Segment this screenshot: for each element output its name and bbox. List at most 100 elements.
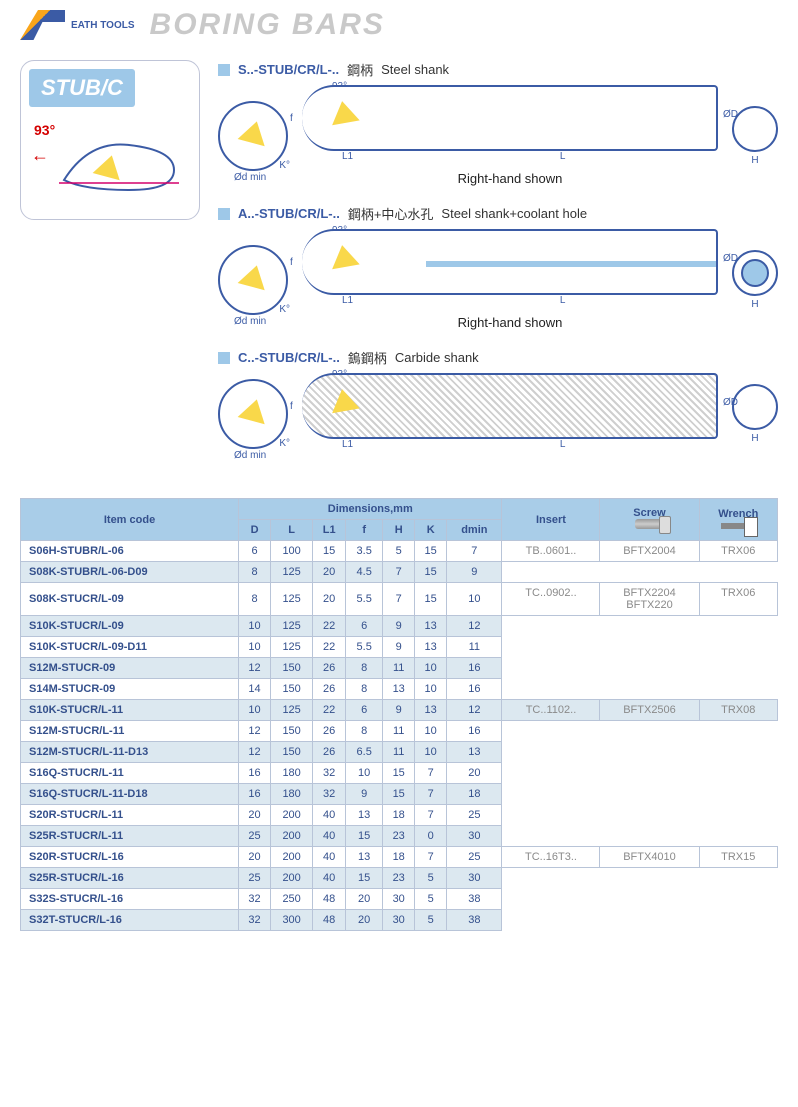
cell-dim: 8 bbox=[346, 679, 383, 700]
cell-dim: 10 bbox=[447, 583, 502, 616]
cell-item: S06H-STUBR/L-06 bbox=[21, 541, 239, 562]
cell-dim: 10 bbox=[415, 721, 447, 742]
cell-dim: 9 bbox=[447, 562, 502, 583]
cell-dim: 200 bbox=[271, 847, 313, 868]
cell-item: S20R-STUCR/L-16 bbox=[21, 847, 239, 868]
cell-dim: 8 bbox=[239, 583, 271, 616]
front-view-icon: Ød min K° bbox=[218, 379, 288, 449]
variant-name-zh: 鋼柄+中心水孔 bbox=[348, 204, 434, 223]
cell-dim: 20 bbox=[346, 910, 383, 931]
cell-dim: 13 bbox=[415, 637, 447, 658]
cell-dim: 18 bbox=[447, 784, 502, 805]
cell-dim: 25 bbox=[239, 868, 271, 889]
h-label: H bbox=[751, 433, 758, 444]
cell-dim: 5 bbox=[415, 868, 447, 889]
insert-triangle-icon bbox=[328, 387, 359, 414]
end-circle-icon bbox=[732, 106, 778, 152]
th-screw: Screw bbox=[600, 499, 699, 541]
cell-dim: 40 bbox=[313, 805, 346, 826]
cell-dim: 12 bbox=[239, 721, 271, 742]
table-row: S25R-STUCR/L-1125200401523030 bbox=[21, 826, 778, 847]
cell-dim: 150 bbox=[271, 658, 313, 679]
cell-dim: 26 bbox=[313, 721, 346, 742]
cell-item: S10K-STUCR/L-09 bbox=[21, 616, 239, 637]
th-f: f bbox=[346, 520, 383, 541]
cell-insert: TC..16T3.. bbox=[502, 847, 600, 868]
right-hand-note: Right-hand shown bbox=[302, 171, 718, 186]
variant-name-en: Carbide shank bbox=[395, 350, 479, 365]
insert-triangle-icon bbox=[238, 117, 271, 145]
cell-dim: 9 bbox=[383, 616, 415, 637]
angle-label: 93° bbox=[34, 122, 55, 138]
cell-dim: 4.5 bbox=[346, 562, 383, 583]
cell-dim: 10 bbox=[415, 658, 447, 679]
cell-dim: 8 bbox=[346, 658, 383, 679]
cutting-angle-diagram: 93° ← bbox=[29, 117, 191, 207]
page-title: BORING BARS bbox=[150, 8, 385, 42]
l1-label: L1 bbox=[342, 295, 353, 306]
variant-diagram: Ød min K° 93° f ØD L1 L Right-hand shown… bbox=[218, 229, 778, 330]
square-bullet-icon bbox=[218, 208, 230, 220]
cell-insert: TC..1102.. bbox=[502, 700, 600, 721]
th-wrench: Wrench bbox=[699, 499, 777, 541]
cell-dim: 9 bbox=[383, 700, 415, 721]
table-row: S12M-STUCR/L-11-D1312150266.5111013 bbox=[21, 742, 778, 763]
cell-dim: 15 bbox=[415, 541, 447, 562]
cell-dim: 30 bbox=[383, 889, 415, 910]
variant-block: C..-STUB/CR/L-.. 鎢鋼柄 Carbide shank Ød mi… bbox=[218, 348, 778, 455]
cell-dim: 15 bbox=[313, 541, 346, 562]
header: EATH TOOLS BORING BARS bbox=[20, 0, 778, 50]
tool-profile bbox=[59, 135, 179, 195]
cell-dim: 23 bbox=[383, 826, 415, 847]
cell-dim: 180 bbox=[271, 784, 313, 805]
cell-dim: 15 bbox=[415, 583, 447, 616]
f-label: f bbox=[290, 257, 293, 268]
insert-triangle-icon bbox=[328, 99, 359, 126]
cell-dim: 30 bbox=[383, 910, 415, 931]
coolant-hole-icon bbox=[426, 261, 716, 267]
cell-dim: 300 bbox=[271, 910, 313, 931]
cell-dim: 14 bbox=[239, 679, 271, 700]
cell-dim: 30 bbox=[447, 868, 502, 889]
l-label: L bbox=[560, 295, 566, 306]
cell-dim: 13 bbox=[383, 679, 415, 700]
variant-block: S..-STUB/CR/L-.. 鋼柄 Steel shank Ød min K… bbox=[218, 60, 778, 186]
cell-dim: 150 bbox=[271, 721, 313, 742]
cell-item: S10K-STUCR/L-09-D11 bbox=[21, 637, 239, 658]
h-label: H bbox=[751, 155, 758, 166]
table-row: S10K-STUCR/L-091012522691312 bbox=[21, 616, 778, 637]
cell-dim: 10 bbox=[415, 679, 447, 700]
dmin-label: Ød min bbox=[234, 450, 266, 461]
cell-dim: 11 bbox=[383, 742, 415, 763]
side-view: 93° f ØD L1 L Right-hand shown bbox=[302, 85, 718, 186]
cell-dim: 20 bbox=[313, 583, 346, 616]
cell-dim: 7 bbox=[383, 562, 415, 583]
cell-dim: 125 bbox=[271, 637, 313, 658]
cell-dim: 250 bbox=[271, 889, 313, 910]
cell-dim: 23 bbox=[383, 868, 415, 889]
insert-triangle-icon bbox=[328, 243, 359, 270]
table-row: S06H-STUBR/L-066100153.55157TB..0601..BF… bbox=[21, 541, 778, 562]
cell-dim: 125 bbox=[271, 562, 313, 583]
cell-dim: 32 bbox=[313, 763, 346, 784]
shank-body: f ØD bbox=[302, 85, 718, 151]
table-row: S32S-STUCR/L-1632250482030538 bbox=[21, 889, 778, 910]
cell-dim: 200 bbox=[271, 868, 313, 889]
cell-dim: 10 bbox=[415, 742, 447, 763]
logo-swoosh-icon bbox=[20, 10, 65, 40]
th-insert: Insert bbox=[502, 499, 600, 541]
variant-name-en: Steel shank bbox=[381, 62, 449, 77]
cell-screw: BFTX2204BFTX220 bbox=[600, 583, 699, 616]
variant-title: C..-STUB/CR/L-.. 鎢鋼柄 Carbide shank bbox=[218, 348, 778, 367]
cell-wrench: TRX08 bbox=[699, 700, 777, 721]
th-L: L bbox=[271, 520, 313, 541]
variant-name-zh: 鋼柄 bbox=[347, 60, 373, 79]
l1-label: L1 bbox=[342, 151, 353, 162]
cell-dim: 12 bbox=[239, 742, 271, 763]
cell-dim: 26 bbox=[313, 742, 346, 763]
cell-dim: 11 bbox=[383, 658, 415, 679]
cell-item: S12M-STUCR/L-11 bbox=[21, 721, 239, 742]
cell-dim: 6 bbox=[239, 541, 271, 562]
cell-dim: 15 bbox=[346, 826, 383, 847]
variant-title: S..-STUB/CR/L-.. 鋼柄 Steel shank bbox=[218, 60, 778, 79]
